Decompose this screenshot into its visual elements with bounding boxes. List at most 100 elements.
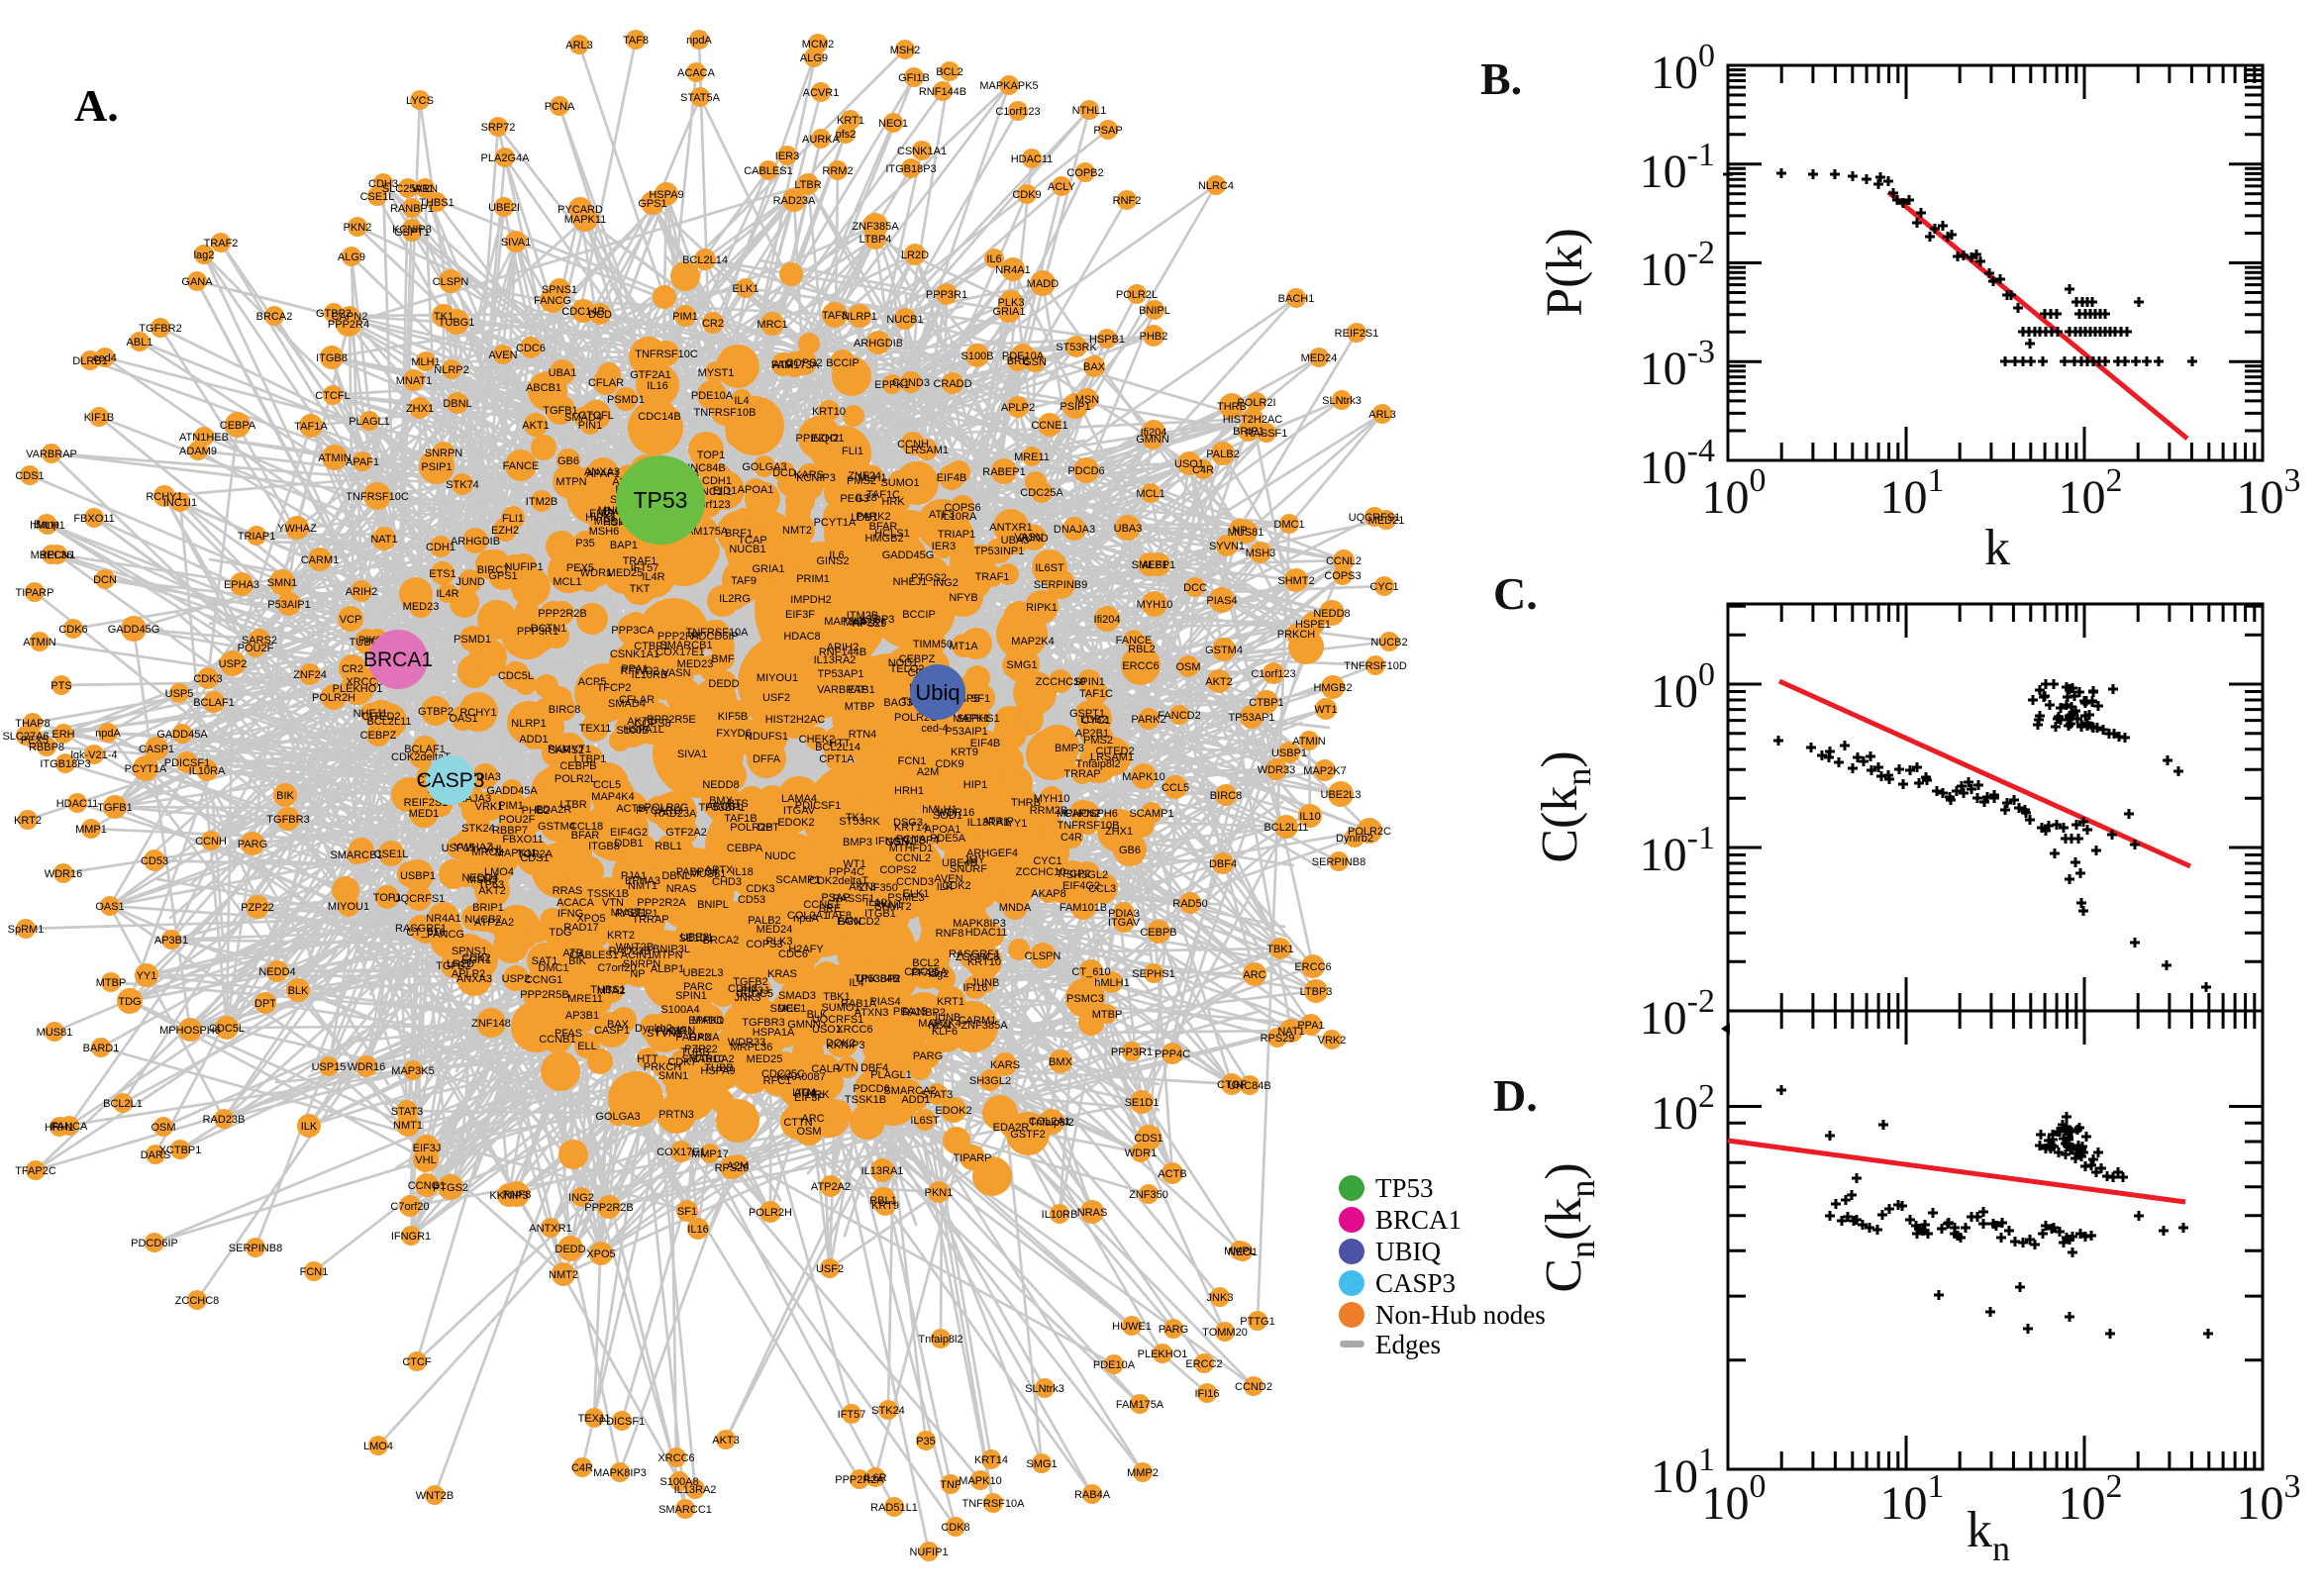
svg-text:CARM1: CARM1 (959, 1015, 997, 1027)
svg-text:MED25: MED25 (747, 1053, 783, 1065)
svg-text:HIST2H2AC: HIST2H2AC (1223, 414, 1283, 426)
svg-text:RAD23A: RAD23A (773, 195, 816, 207)
svg-text:WNT2B: WNT2B (616, 942, 655, 953)
svg-text:JUND: JUND (455, 576, 484, 588)
svg-text:C7orf20: C7orf20 (390, 1201, 429, 1213)
svg-text:GADD45G: GADD45G (108, 624, 160, 636)
svg-text:CR2: CR2 (702, 318, 724, 330)
svg-text:CDC25A: CDC25A (1020, 487, 1063, 499)
svg-text:BNIPL: BNIPL (1139, 305, 1170, 317)
svg-text:S100B: S100B (960, 350, 993, 362)
svg-text:BLK: BLK (288, 985, 309, 997)
svg-text:STAT3: STAT3 (391, 1106, 424, 1118)
svg-text:COPS2: COPS2 (879, 864, 916, 876)
svg-text:ARHGDIB: ARHGDIB (854, 338, 903, 349)
svg-text:CD53: CD53 (141, 855, 168, 867)
svg-text:P35: P35 (575, 538, 595, 549)
svg-text:HSPA9: HSPA9 (700, 1065, 735, 1077)
svg-text:GOLGA3: GOLGA3 (742, 461, 786, 473)
svg-text:USBP1: USBP1 (1271, 748, 1307, 759)
svg-text:GTBP2: GTBP2 (418, 706, 454, 718)
svg-text:BMX: BMX (709, 795, 734, 807)
svg-text:BIRC8: BIRC8 (549, 704, 580, 716)
svg-text:PDE10A: PDE10A (691, 390, 734, 402)
svg-text:MAP2K7: MAP2K7 (1303, 765, 1346, 777)
svg-text:IL4R: IL4R (642, 571, 664, 583)
svg-text:PHB2: PHB2 (1140, 331, 1168, 343)
svg-text:SMEF1: SMEF1 (1132, 559, 1168, 571)
svg-text:NR4A1: NR4A1 (995, 264, 1030, 276)
svg-text:ARC: ARC (801, 1113, 824, 1125)
svg-text:CEBPB: CEBPB (559, 760, 596, 772)
svg-text:PCNA: PCNA (896, 834, 927, 846)
svg-text:PDCD6: PDCD6 (1067, 465, 1104, 477)
svg-text:PLK3: PLK3 (998, 297, 1025, 309)
svg-text:DFFA: DFFA (753, 753, 781, 765)
svg-text:BCCIP: BCCIP (826, 357, 859, 369)
svg-text:POLR2I: POLR2I (1237, 397, 1275, 409)
svg-text:NFYB: NFYB (949, 592, 977, 604)
svg-text:TBK1: TBK1 (823, 991, 851, 1003)
svg-text:YY1: YY1 (1007, 818, 1028, 830)
svg-text:OSM: OSM (151, 1122, 175, 1134)
svg-text:SLNtrk3: SLNtrk3 (1025, 1383, 1064, 1395)
svg-text:CCNL2: CCNL2 (895, 852, 931, 864)
svg-text:A.: A. (74, 80, 119, 131)
svg-text:KIF5B: KIF5B (718, 711, 749, 723)
svg-text:DBF4: DBF4 (1209, 858, 1237, 870)
svg-text:PARK2: PARK2 (856, 511, 890, 523)
svg-text:STK24: STK24 (461, 823, 495, 835)
svg-text:SPNS1: SPNS1 (452, 946, 487, 957)
svg-text:THBS1: THBS1 (590, 984, 625, 996)
svg-text:SEPHS1: SEPHS1 (957, 713, 999, 725)
svg-text:PPP4C: PPP4C (829, 866, 864, 878)
svg-text:CEBPZ: CEBPZ (899, 653, 936, 665)
svg-text:TK1: TK1 (846, 812, 865, 824)
svg-text:ITGB8: ITGB8 (316, 352, 348, 364)
svg-text:GOLGA3: GOLGA3 (595, 1111, 640, 1123)
svg-text:EDA2R: EDA2R (536, 804, 572, 816)
svg-text:CAPN2: CAPN2 (1064, 808, 1101, 820)
svg-text:GTF2A2: GTF2A2 (665, 827, 707, 839)
svg-text:HDAC8: HDAC8 (783, 631, 820, 643)
svg-text:ZNF385A: ZNF385A (852, 221, 899, 233)
svg-text:NUCB1: NUCB1 (729, 544, 765, 555)
svg-text:ELL: ELL (577, 1041, 597, 1052)
svg-text:TFAP2C: TFAP2C (15, 1165, 56, 1177)
svg-text:IL6: IL6 (829, 549, 844, 561)
svg-text:KRT10: KRT10 (812, 406, 846, 418)
svg-text:CFLAR: CFLAR (619, 694, 655, 706)
svg-text:UBIQ: UBIQ (1375, 1237, 1441, 1266)
svg-text:CLSPN: CLSPN (433, 276, 469, 288)
svg-text:ERCC2: ERCC2 (1185, 1358, 1222, 1370)
svg-text:RPS29: RPS29 (1261, 1033, 1295, 1045)
svg-text:GADD45A: GADD45A (156, 729, 208, 741)
svg-text:AP3B1: AP3B1 (565, 1010, 599, 1022)
svg-text:UNC84B: UNC84B (857, 973, 899, 985)
svg-text:PSMD1: PSMD1 (454, 634, 491, 646)
svg-text:RRM2: RRM2 (822, 165, 853, 177)
svg-text:PARG: PARG (238, 839, 267, 850)
svg-text:ZCCHC8: ZCCHC8 (175, 1295, 220, 1307)
svg-text:Ubiq: Ubiq (915, 680, 960, 705)
svg-text:CDK3: CDK3 (193, 673, 222, 685)
svg-text:PDCD6IP: PDCD6IP (131, 1238, 178, 1249)
svg-text:CDC5L: CDC5L (209, 1023, 245, 1035)
svg-text:PPP2R2A: PPP2R2A (637, 897, 686, 909)
svg-text:HMGB2: HMGB2 (1313, 682, 1352, 694)
svg-text:NUFIP1: NUFIP1 (504, 561, 543, 573)
svg-text:MRE11: MRE11 (1014, 451, 1050, 463)
svg-text:NRAS: NRAS (666, 883, 697, 895)
svg-text:RPS29: RPS29 (715, 1162, 750, 1174)
svg-text:CRADD: CRADD (933, 378, 971, 390)
svg-text:NUDC: NUDC (764, 850, 796, 862)
svg-text:LTBP4: LTBP4 (859, 234, 892, 246)
svg-text:BIRC8: BIRC8 (1210, 790, 1242, 802)
svg-text:HDAC11: HDAC11 (965, 927, 1008, 939)
svg-text:PLEKHO1: PLEKHO1 (333, 683, 383, 695)
svg-text:SHMT2: SHMT2 (1277, 575, 1314, 587)
svg-text:USO1: USO1 (1174, 458, 1204, 470)
svg-text:TAF9: TAF9 (731, 575, 757, 587)
svg-text:UBA1: UBA1 (549, 367, 577, 379)
svg-text:KARS: KARS (990, 1059, 1020, 1071)
